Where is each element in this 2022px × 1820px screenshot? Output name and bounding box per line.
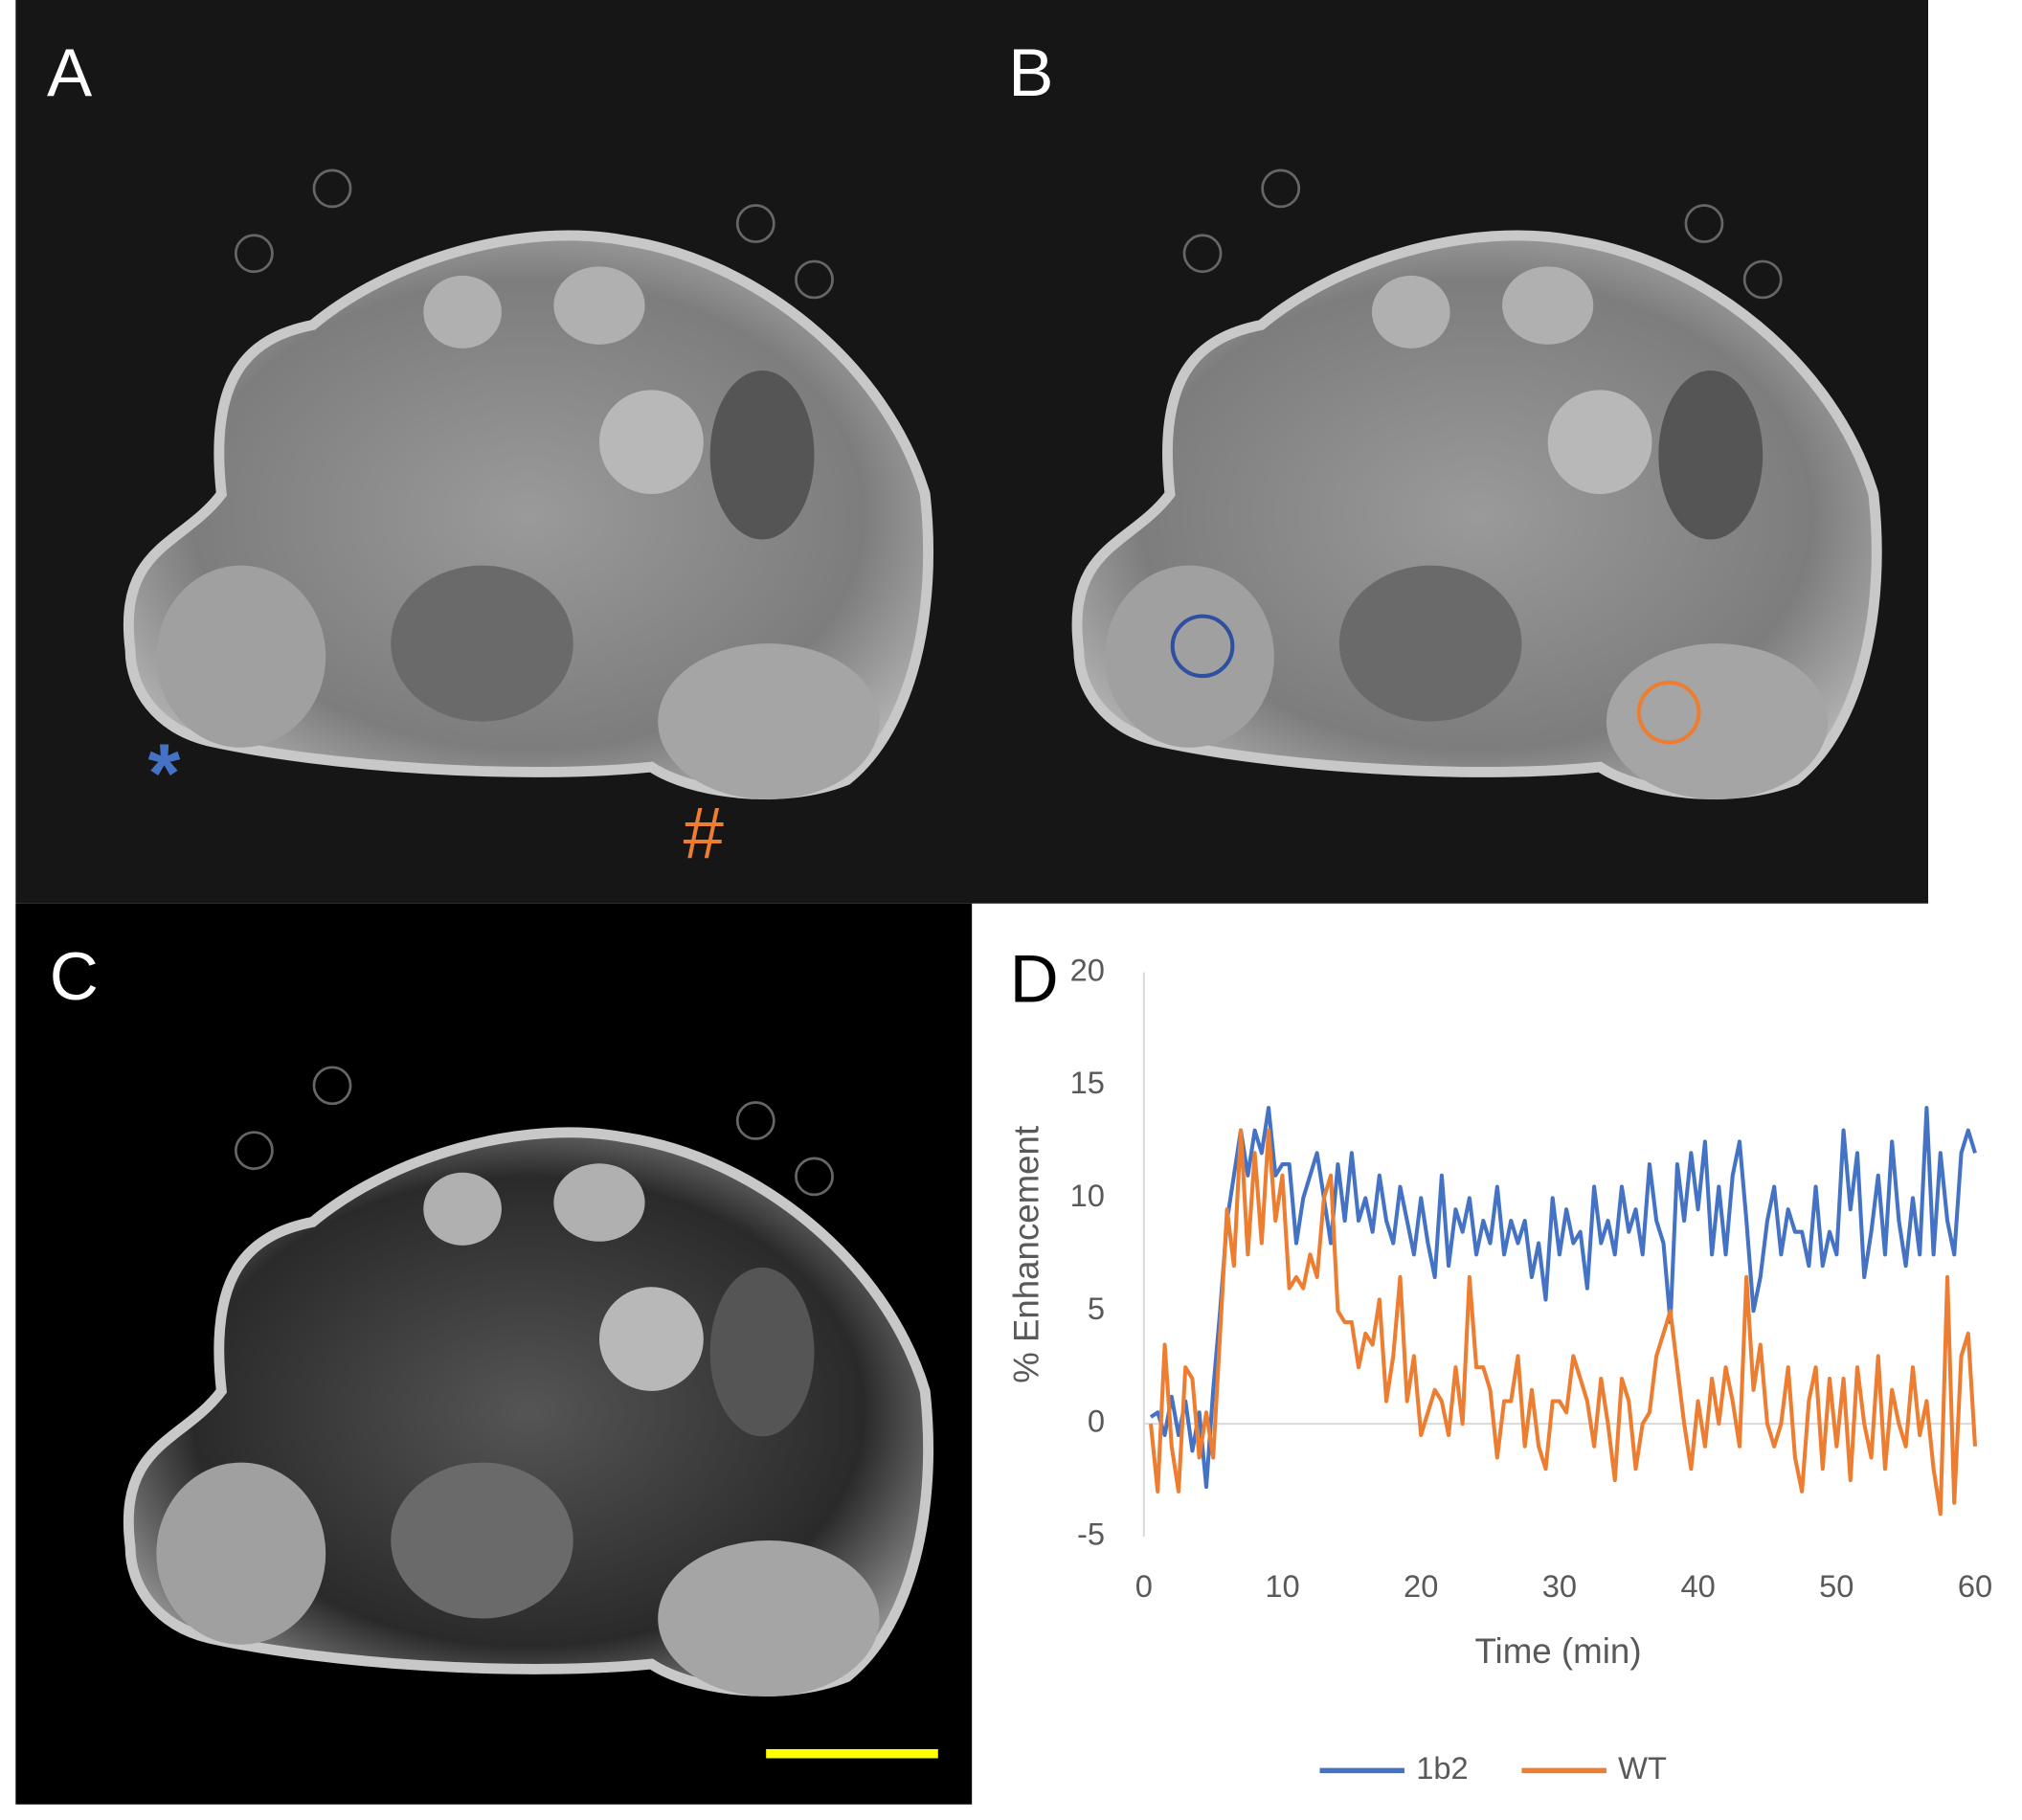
x-tick-label: 50: [1819, 1568, 1854, 1604]
x-tick-label: 40: [1680, 1568, 1715, 1604]
roi-circle-orange: [1636, 680, 1701, 745]
legend-label: WT: [1618, 1750, 1667, 1786]
panel-label: D: [1010, 941, 1059, 1017]
series-line: [1148, 1128, 1978, 1517]
legend-label: 1b2: [1416, 1750, 1468, 1786]
x-tick-label: 0: [1135, 1568, 1153, 1604]
panel-label: C: [50, 938, 99, 1014]
y-tick-label: 10: [1070, 1178, 1105, 1213]
tumor-marker: #: [684, 793, 724, 874]
panel-label: B: [1008, 34, 1053, 110]
x-tick-label: 20: [1404, 1568, 1438, 1604]
x-axis-label: Time (min): [1474, 1631, 1641, 1671]
y-tick-label: 15: [1070, 1065, 1105, 1100]
tumor-marker: *: [148, 728, 181, 820]
y-tick-label: -5: [1077, 1517, 1105, 1552]
y-tick-label: 5: [1088, 1291, 1105, 1326]
x-tick-label: 30: [1542, 1568, 1577, 1604]
series-line: [1149, 1106, 1977, 1490]
roi-circle-blue: [1170, 614, 1235, 679]
y-tick-label: 0: [1088, 1404, 1105, 1439]
panel-label: A: [47, 34, 92, 110]
y-axis-label: % Enhancement: [1007, 1126, 1046, 1383]
y-tick-label: 20: [1070, 952, 1105, 987]
x-tick-label: 10: [1265, 1568, 1299, 1604]
x-tick-label: 60: [1958, 1568, 1992, 1604]
